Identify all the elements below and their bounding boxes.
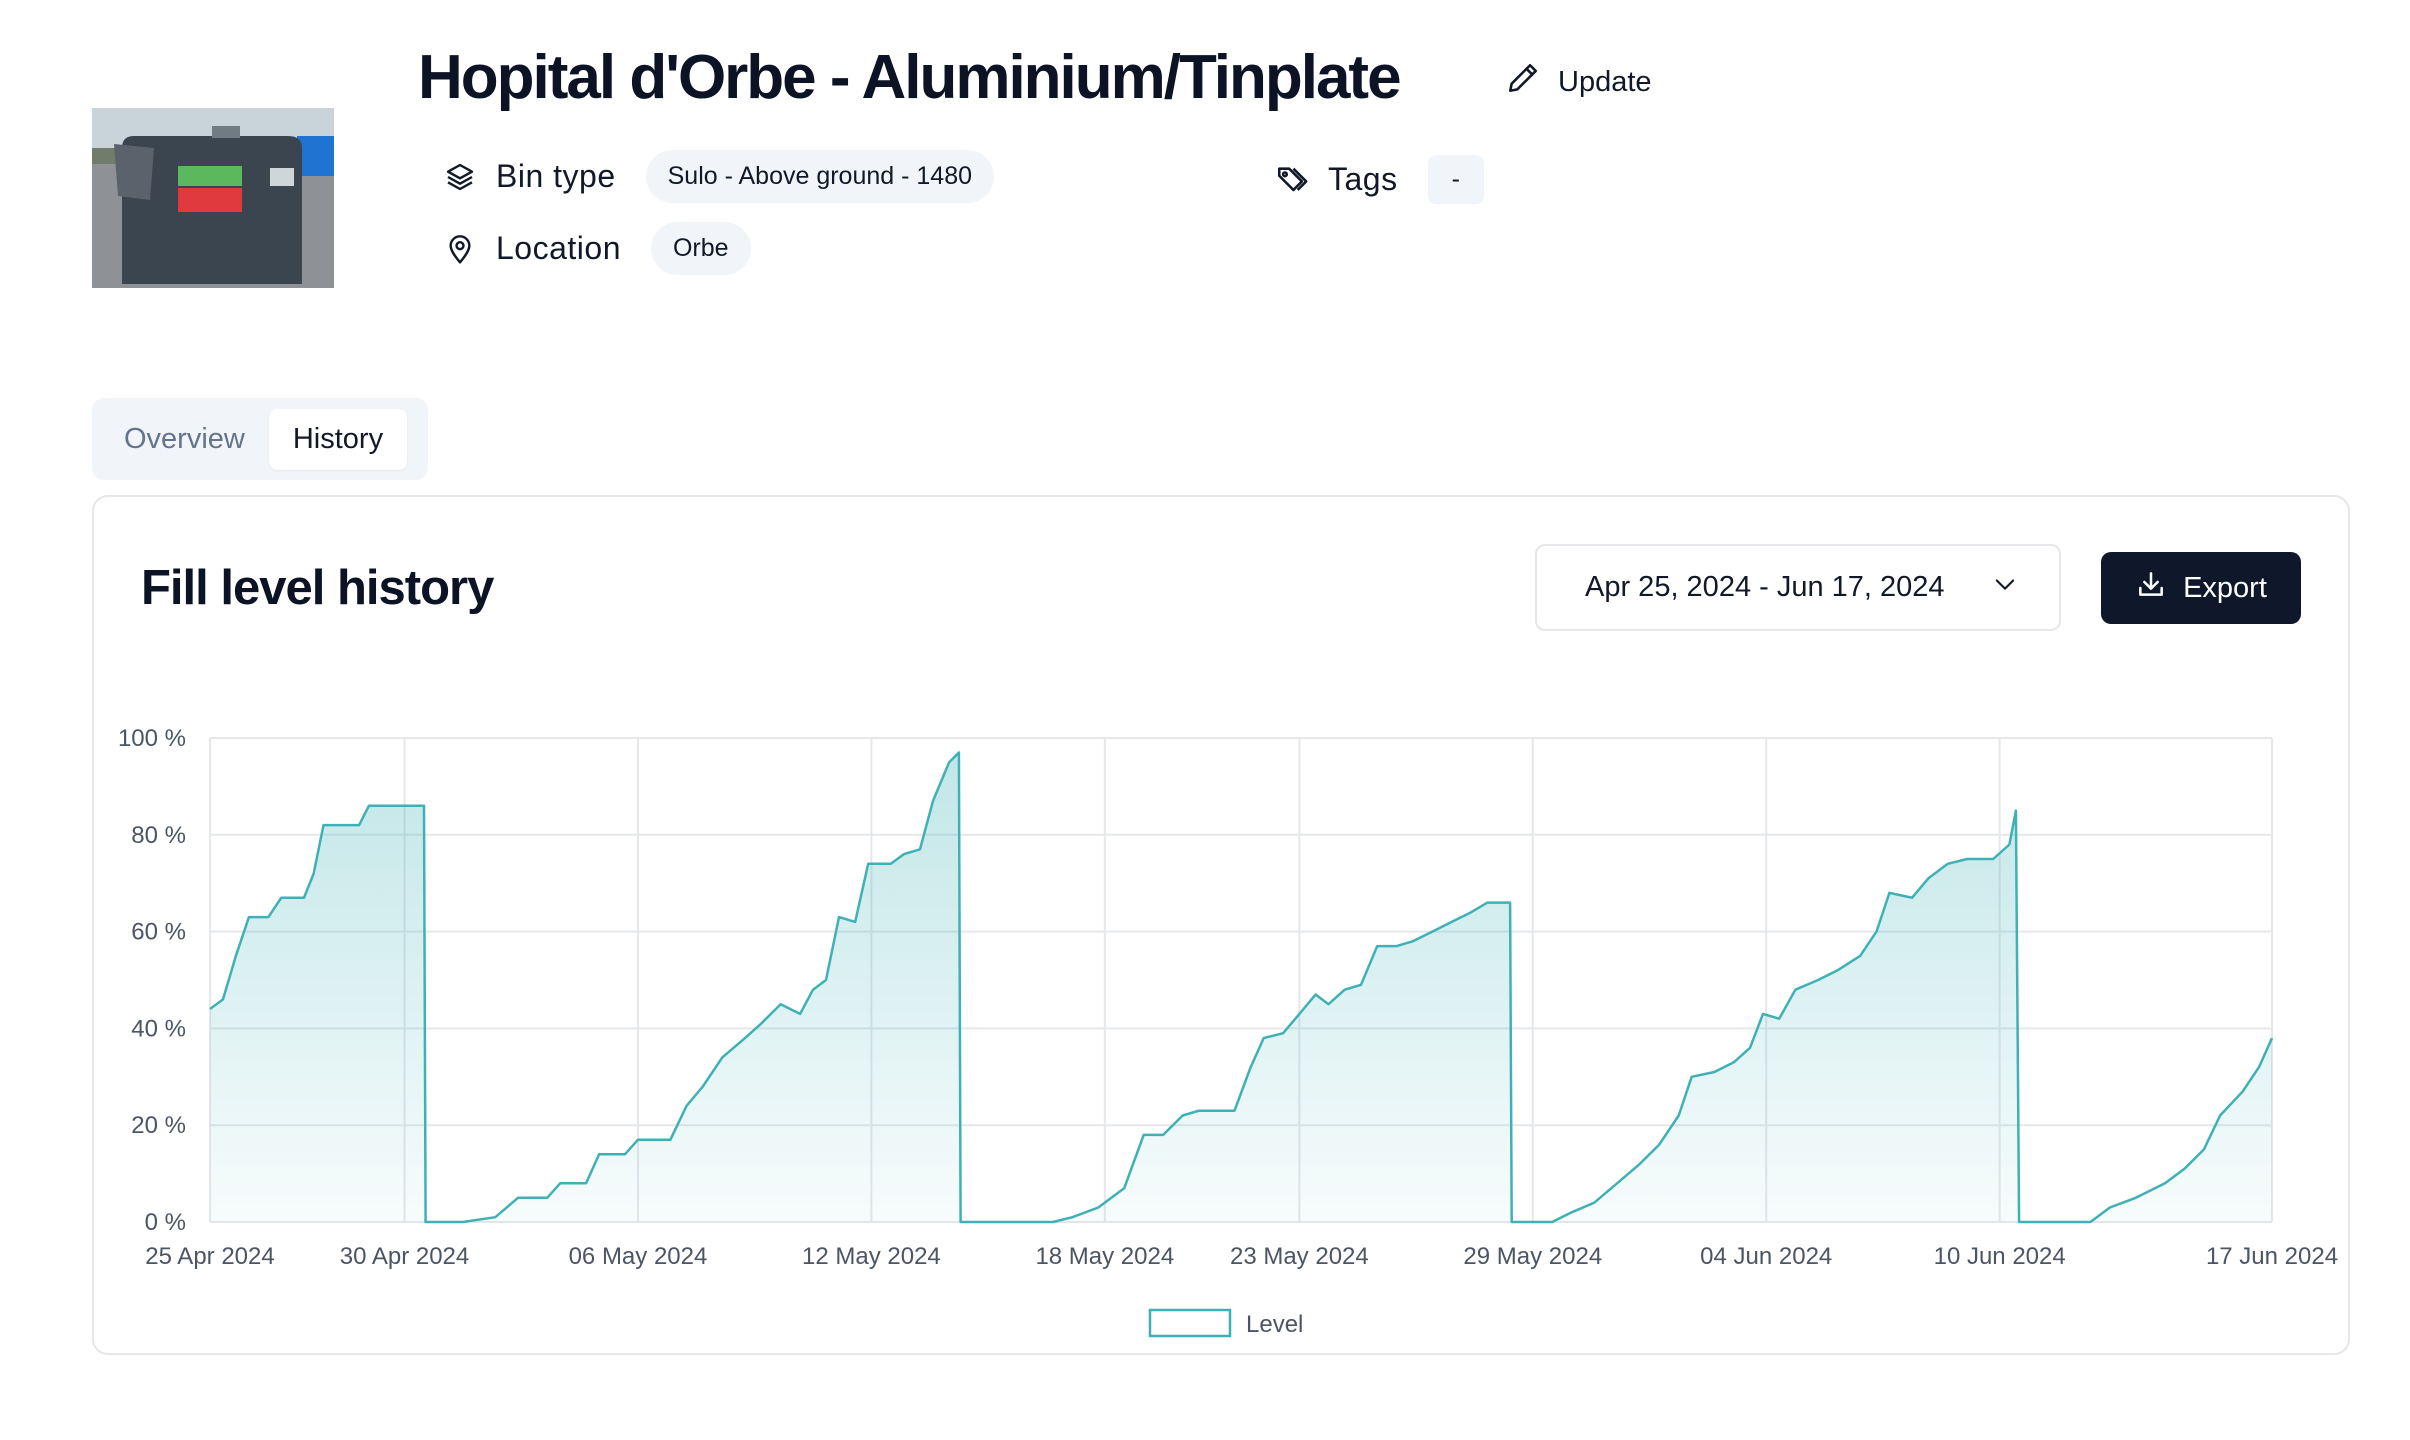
x-tick-label: 18 May 2024	[1035, 1243, 1174, 1270]
tab-bar: Overview History	[92, 398, 428, 480]
tab-history[interactable]: History	[268, 408, 408, 470]
x-tick-label: 29 May 2024	[1463, 1243, 1602, 1270]
y-tick-label: 40 %	[131, 1015, 186, 1042]
x-tick-label: 12 May 2024	[802, 1243, 941, 1270]
tags-label: Tags	[1328, 161, 1398, 197]
bin-photo-image	[92, 108, 334, 288]
date-range-picker[interactable]: Apr 25, 2024 - Jun 17, 2024	[1535, 544, 2061, 631]
card-title: Fill level history	[141, 561, 494, 615]
location-row: Location Orbe	[442, 222, 751, 275]
export-label: Export	[2183, 571, 2267, 604]
layers-icon	[442, 159, 478, 195]
update-label: Update	[1558, 65, 1652, 98]
bin-type-label: Bin type	[496, 158, 616, 194]
x-tick-label: 10 Jun 2024	[1934, 1243, 2066, 1270]
bin-photo	[92, 108, 334, 288]
download-icon	[2135, 568, 2167, 608]
map-pin-icon	[442, 231, 478, 267]
y-tick-label: 100 %	[118, 725, 186, 752]
chevron-down-icon	[1991, 570, 2019, 606]
tag-icon	[1274, 162, 1310, 198]
x-tick-label: 25 Apr 2024	[145, 1243, 274, 1270]
y-tick-label: 80 %	[131, 822, 186, 849]
x-tick-label: 17 Jun 2024	[2206, 1243, 2338, 1270]
legend-label: Level	[1246, 1311, 1303, 1338]
page-title: Hopital d'Orbe - Aluminium/Tinplate	[418, 43, 1402, 112]
location-label: Location	[496, 230, 621, 266]
x-tick-label: 30 Apr 2024	[340, 1243, 469, 1270]
location-badge: Orbe	[650, 222, 751, 275]
export-button[interactable]: Export	[2101, 552, 2301, 624]
bin-type-badge: Sulo - Above ground - 1480	[645, 150, 995, 203]
x-tick-label: 23 May 2024	[1230, 1243, 1369, 1270]
y-tick-label: 60 %	[131, 919, 186, 946]
tab-overview[interactable]: Overview	[100, 409, 269, 470]
y-tick-label: 20 %	[131, 1112, 186, 1139]
bin-type-row: Bin type Sulo - Above ground - 1480	[442, 150, 995, 203]
tags-badge: -	[1427, 155, 1484, 204]
tags-row: Tags -	[1274, 155, 1484, 204]
x-tick-label: 06 May 2024	[569, 1243, 708, 1270]
update-button[interactable]: Update	[1506, 56, 1652, 108]
y-tick-label: 0 %	[145, 1209, 186, 1236]
series-area-level	[210, 752, 2272, 1222]
date-range-value: Apr 25, 2024 - Jun 17, 2024	[1585, 571, 1945, 603]
series-line-level	[209, 751, 2274, 1224]
pencil-icon	[1506, 61, 1540, 103]
x-tick-label: 04 Jun 2024	[1700, 1243, 1832, 1270]
legend-swatch	[1148, 1308, 1232, 1338]
